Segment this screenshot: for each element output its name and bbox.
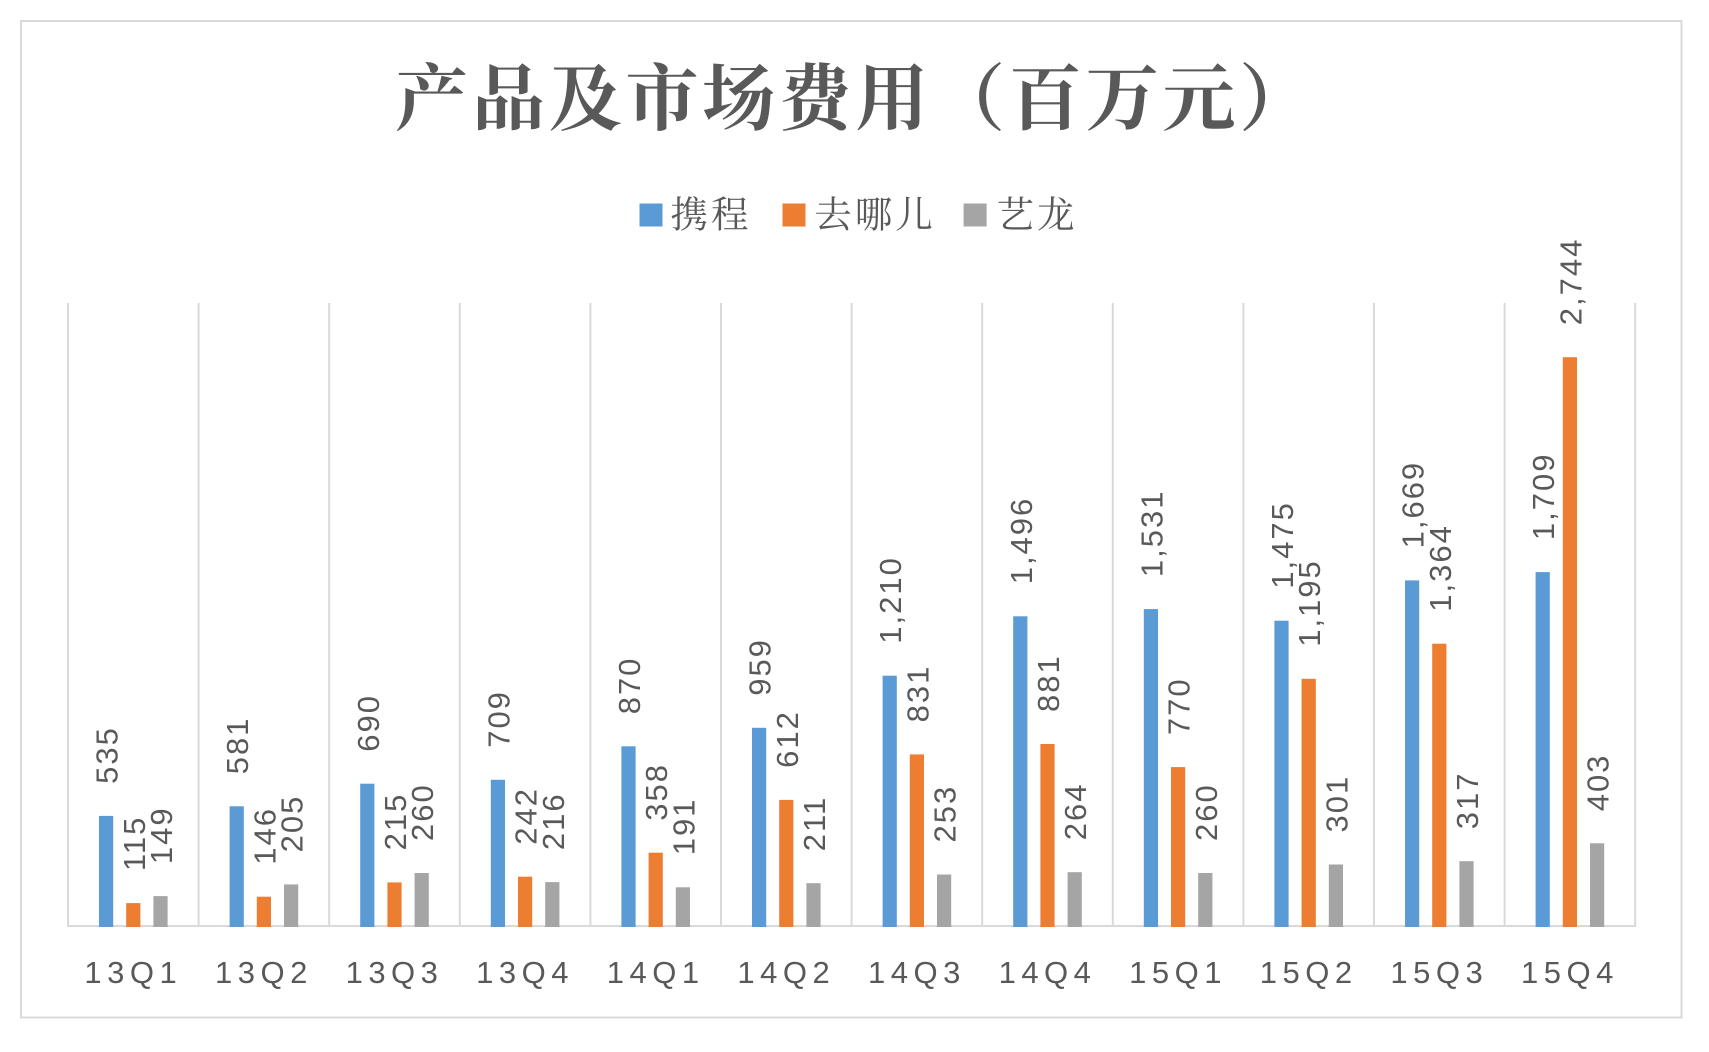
svg-text:211: 211 — [797, 796, 832, 851]
svg-text:115: 115 — [117, 816, 152, 871]
svg-text:13Q3: 13Q3 — [346, 955, 444, 990]
svg-text:13Q4: 13Q4 — [476, 955, 574, 990]
svg-text:1,531: 1,531 — [1134, 490, 1169, 578]
svg-text:15Q3: 15Q3 — [1390, 955, 1488, 990]
svg-text:1,364: 1,364 — [1423, 524, 1458, 612]
svg-text:690: 690 — [351, 694, 386, 752]
svg-text:959: 959 — [743, 638, 778, 696]
svg-text:149: 149 — [144, 806, 179, 864]
svg-text:709: 709 — [481, 690, 516, 748]
svg-text:260: 260 — [1189, 783, 1224, 841]
svg-text:260: 260 — [405, 783, 440, 841]
svg-text:2,744: 2,744 — [1553, 238, 1588, 326]
svg-text:15Q4: 15Q4 — [1521, 955, 1619, 990]
svg-text:317: 317 — [1450, 771, 1485, 829]
svg-text:301: 301 — [1319, 775, 1354, 833]
svg-text:831: 831 — [900, 665, 935, 723]
svg-text:264: 264 — [1058, 782, 1093, 840]
svg-text:535: 535 — [90, 726, 125, 784]
svg-text:403: 403 — [1581, 754, 1616, 812]
svg-text:358: 358 — [639, 763, 674, 821]
svg-text:1,496: 1,496 — [1004, 497, 1039, 585]
svg-text:15Q2: 15Q2 — [1260, 955, 1358, 990]
svg-text:870: 870 — [612, 657, 647, 715]
svg-text:215: 215 — [378, 793, 413, 851]
svg-text:1,210: 1,210 — [873, 556, 908, 644]
svg-text:1,709: 1,709 — [1526, 453, 1561, 541]
svg-text:146: 146 — [247, 807, 282, 865]
svg-text:1,669: 1,669 — [1396, 461, 1431, 549]
svg-text:13Q2: 13Q2 — [215, 955, 313, 990]
svg-text:242: 242 — [509, 787, 544, 845]
svg-text:581: 581 — [220, 717, 255, 775]
svg-text:1,475: 1,475 — [1265, 501, 1300, 589]
svg-text:14Q2: 14Q2 — [737, 955, 835, 990]
svg-text:191: 191 — [666, 798, 701, 856]
svg-text:15Q1: 15Q1 — [1129, 955, 1227, 990]
svg-text:216: 216 — [536, 792, 571, 850]
svg-text:881: 881 — [1031, 654, 1066, 712]
svg-text:770: 770 — [1162, 677, 1197, 735]
svg-text:14Q3: 14Q3 — [868, 955, 966, 990]
svg-text:14Q4: 14Q4 — [999, 955, 1097, 990]
svg-text:1,195: 1,195 — [1292, 559, 1327, 647]
svg-text:13Q1: 13Q1 — [84, 955, 182, 990]
svg-text:612: 612 — [770, 710, 805, 768]
svg-text:253: 253 — [928, 785, 963, 843]
svg-text:14Q1: 14Q1 — [607, 955, 705, 990]
svg-text:205: 205 — [275, 795, 310, 853]
